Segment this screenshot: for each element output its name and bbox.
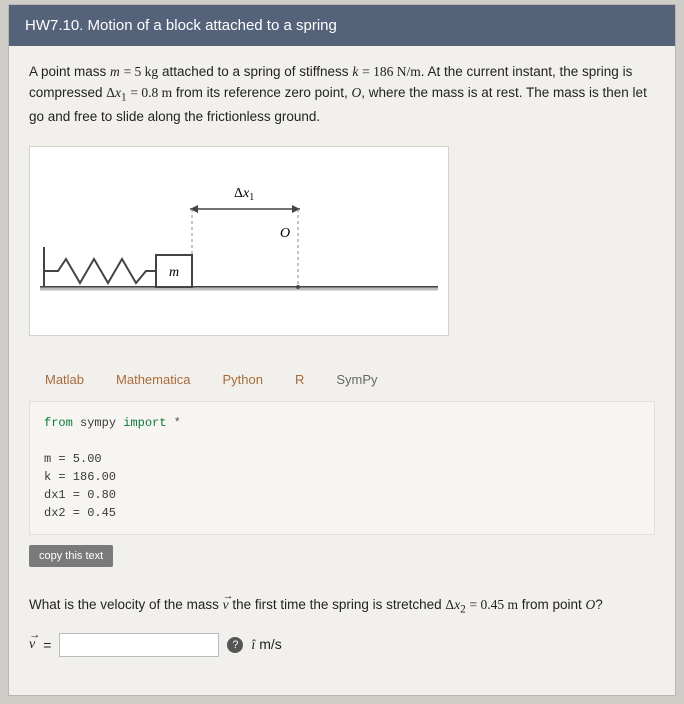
text: ? <box>595 597 603 612</box>
copy-button[interactable]: copy this text <box>29 545 113 567</box>
point-O: O <box>586 597 596 612</box>
problem-title: HW7.10. Motion of a block attached to a … <box>25 17 337 34</box>
tab-matlab[interactable]: Matlab <box>29 362 100 397</box>
code-tabs: Matlab Mathematica Python R SymPy <box>29 362 655 397</box>
label-dx1: Δx1 <box>234 186 254 203</box>
point-O: O <box>351 85 361 100</box>
text: attached to a spring of stiffness <box>158 64 352 79</box>
problem-header: HW7.10. Motion of a block attached to a … <box>9 5 675 46</box>
question-text: What is the velocity of the mass v the f… <box>29 595 655 619</box>
tab-mathematica[interactable]: Mathematica <box>100 362 206 397</box>
text: from its reference zero point, <box>172 85 351 100</box>
problem-page: HW7.10. Motion of a block attached to a … <box>8 4 676 696</box>
text: What is the velocity of the mass <box>29 597 223 612</box>
tab-python[interactable]: Python <box>206 362 278 397</box>
label-O: O <box>280 226 290 241</box>
answer-input[interactable] <box>59 633 219 657</box>
unit-label: î m/s <box>251 636 281 654</box>
text: A point mass <box>29 64 110 79</box>
tab-r[interactable]: R <box>279 362 320 397</box>
text: the first time the spring is stretched <box>229 597 446 612</box>
tab-sympy[interactable]: SymPy <box>320 362 393 397</box>
label-m: m <box>169 265 179 280</box>
equals-sign: = <box>43 637 51 653</box>
help-icon[interactable]: ? <box>227 637 243 653</box>
text: from point <box>518 597 586 612</box>
problem-content: A point mass m = 5 kg attached to a spri… <box>9 46 675 673</box>
figure-svg: m Δx1 O <box>30 147 448 335</box>
v-vector: v <box>223 595 229 615</box>
problem-statement: A point mass m = 5 kg attached to a spri… <box>29 62 655 128</box>
answer-lhs: v <box>29 637 35 653</box>
figure-diagram: m Δx1 O <box>29 146 449 336</box>
code-block: from sympy import * m = 5.00 k = 186.00 … <box>29 401 655 535</box>
answer-row: v = ? î m/s <box>29 633 655 657</box>
